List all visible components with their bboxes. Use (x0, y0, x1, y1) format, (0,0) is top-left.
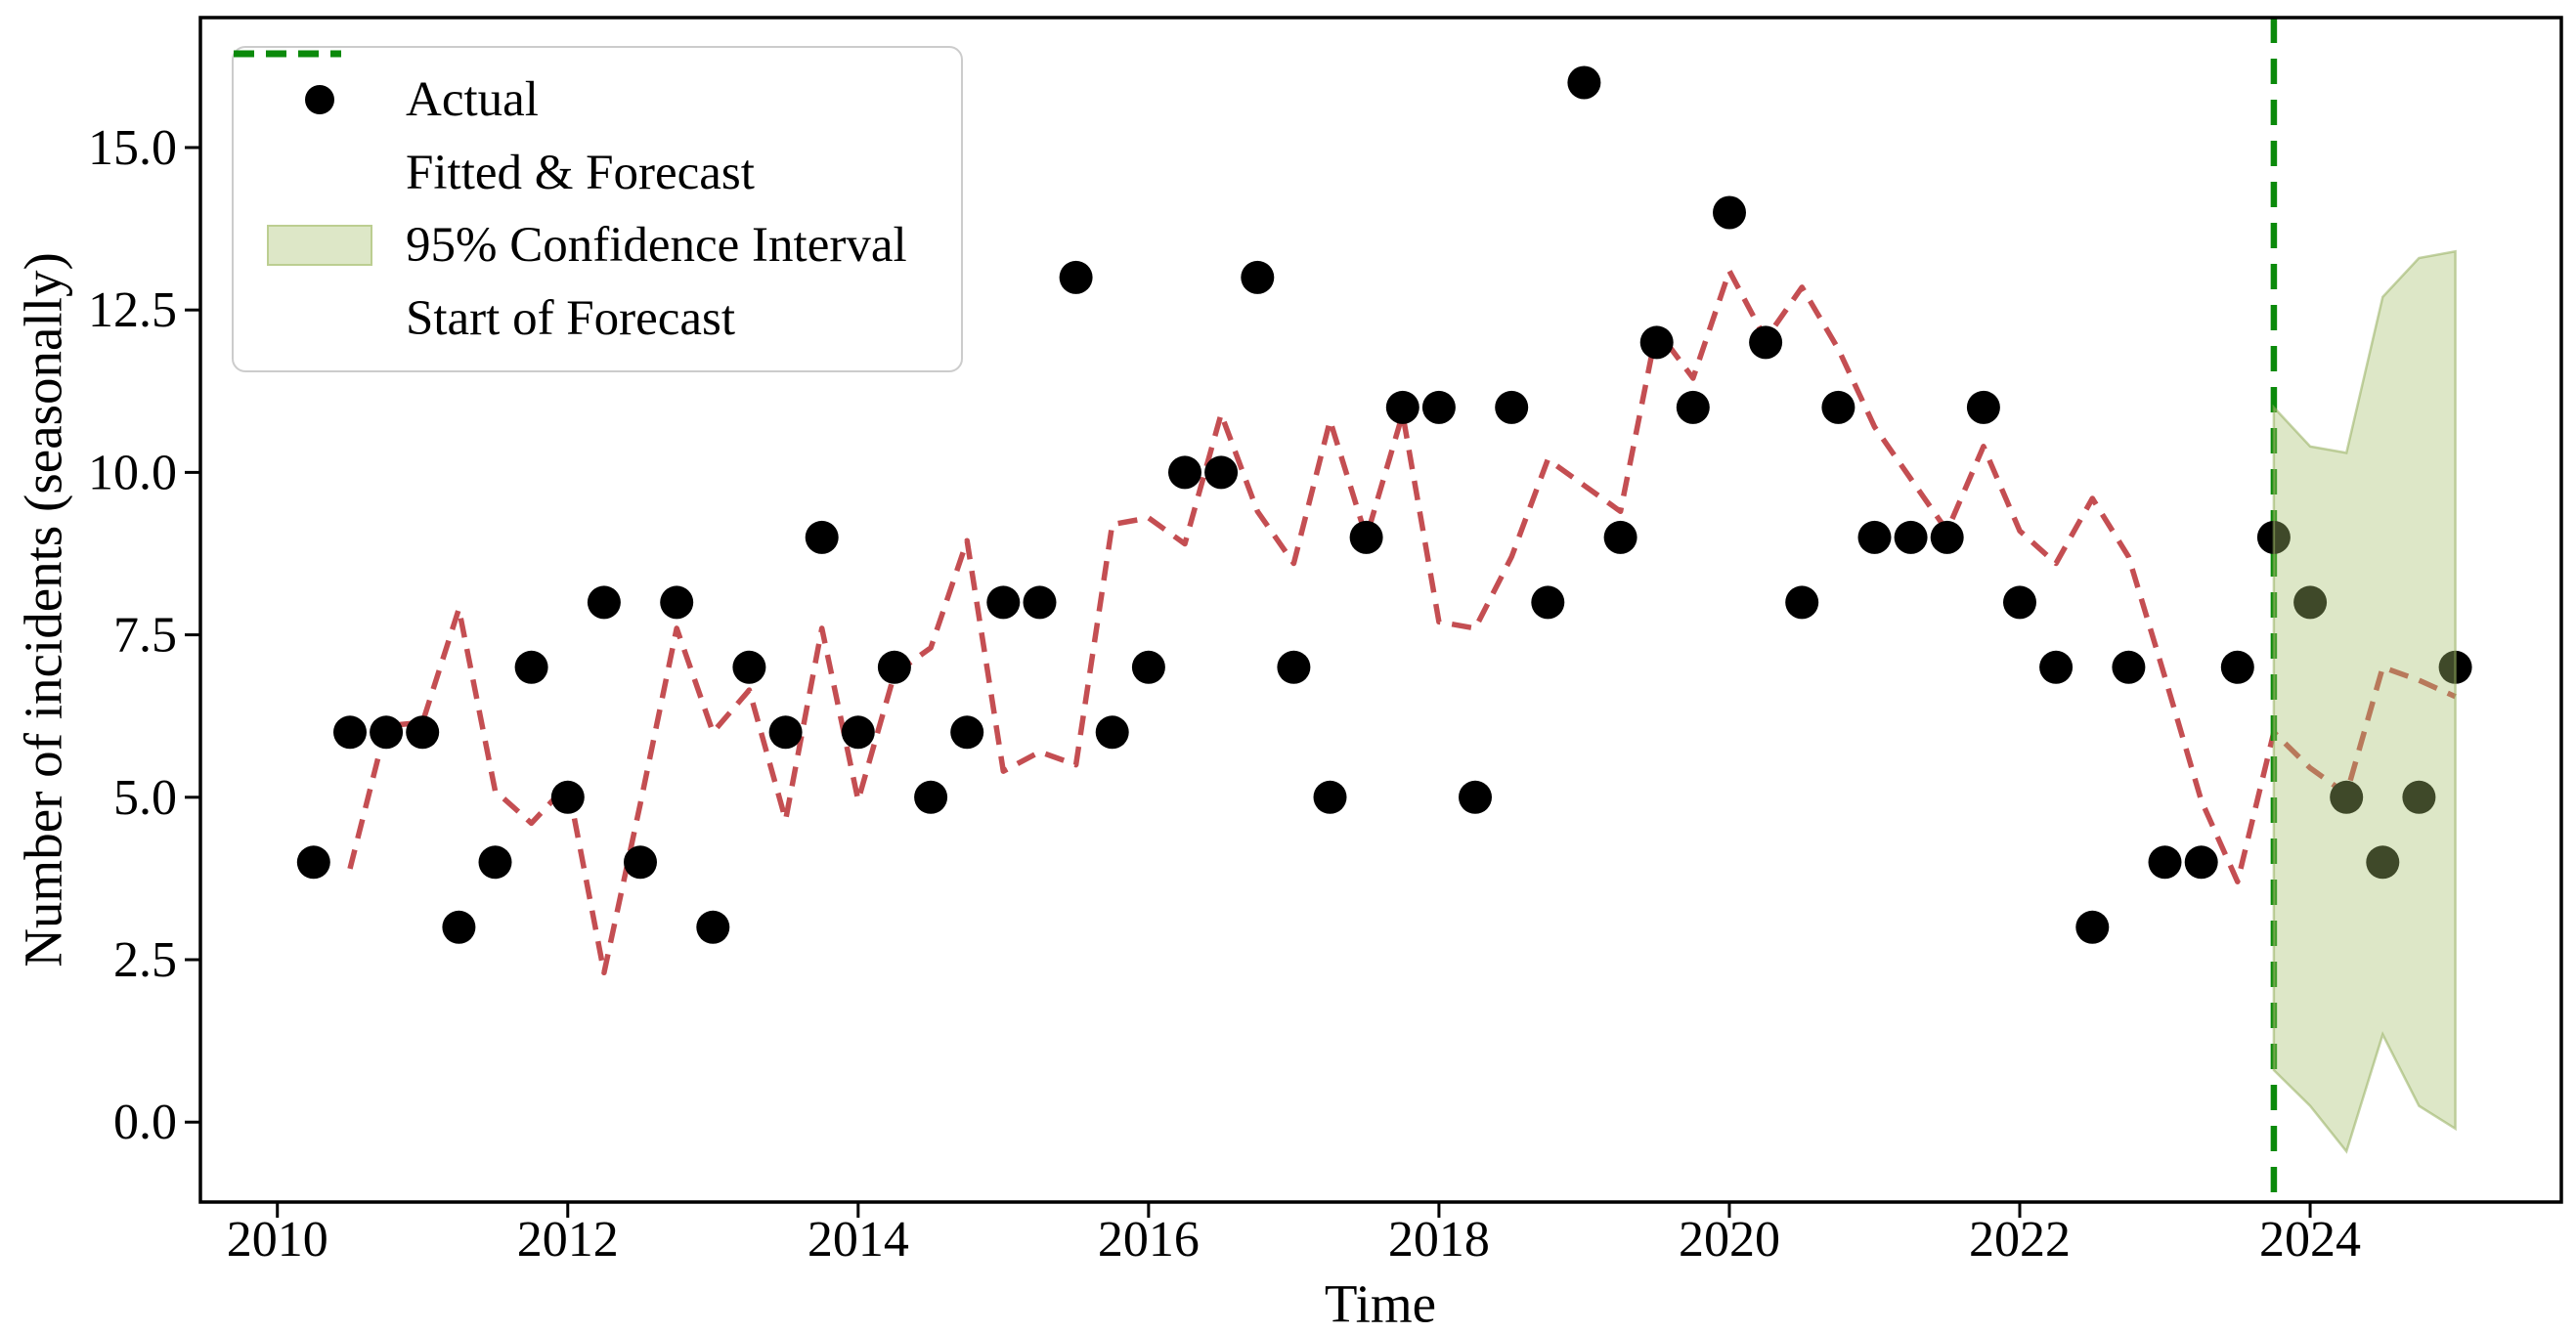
black-dot-icon (234, 85, 406, 115)
actual-point (1821, 390, 1856, 424)
actual-point (1894, 520, 1928, 554)
legend-item-confidence-interval: 95% Confidence Interval (234, 217, 961, 274)
actual-point (1459, 780, 1492, 814)
legend-label-actual: Actual (406, 72, 539, 128)
actual-point (1204, 455, 1239, 490)
actual-point (296, 845, 330, 880)
actual-point (1930, 520, 1964, 554)
actual-point (2148, 845, 2182, 880)
legend-item-start-of-forecast: Start of Forecast (234, 50, 961, 347)
y-tick-label: 12.5 (88, 282, 177, 338)
actual-point (1749, 325, 1783, 360)
x-tick-label: 2016 (1098, 1212, 1200, 1268)
fitted-forecast-line (347, 268, 2457, 976)
legend-item-fitted-forecast: Fitted & Forecast (234, 50, 961, 201)
actual-point (2293, 585, 2328, 620)
actual-point (805, 520, 839, 554)
actual-point (1277, 650, 1311, 684)
actual-point (732, 650, 766, 684)
actual-point (1603, 520, 1637, 554)
actual-point (2112, 650, 2146, 684)
actual-point (1531, 585, 1565, 620)
legend-label-start-of-forecast: Start of Forecast (406, 290, 736, 346)
actual-point (370, 715, 404, 750)
x-tick-label: 2012 (517, 1212, 619, 1268)
actual-point (1023, 585, 1057, 620)
y-tick-label: 2.5 (113, 932, 177, 988)
actual-point (914, 780, 948, 814)
y-tick-label: 15.0 (88, 120, 177, 176)
actual-point (1713, 195, 1746, 230)
actual-point (2003, 585, 2036, 620)
actual-point (1421, 390, 1456, 424)
actual-point (587, 585, 621, 620)
y-tick-label: 0.0 (113, 1095, 177, 1150)
actual-point (406, 715, 440, 750)
actual-point (841, 715, 875, 750)
actual-point (478, 845, 512, 880)
y-tick-label: 5.0 (113, 770, 177, 826)
actual-point (1385, 390, 1419, 424)
actual-point (333, 715, 367, 750)
actual-point (1495, 390, 1529, 424)
x-tick-label: 2014 (808, 1212, 909, 1268)
x-axis-label: Time (1324, 1273, 1437, 1333)
x-tick-label: 2018 (1388, 1212, 1490, 1268)
y-axis-label: Number of incidents (seasonally) (13, 252, 73, 968)
actual-point (877, 650, 911, 684)
actual-point (514, 650, 548, 684)
actual-point (1676, 390, 1710, 424)
actual-point (2184, 845, 2218, 880)
actual-point (1966, 390, 2000, 424)
actual-point (2366, 845, 2400, 880)
x-tick-label: 2010 (227, 1212, 328, 1268)
legend-item-actual: Actual (234, 71, 961, 128)
actual-point (2402, 780, 2436, 814)
actual-point (442, 910, 476, 944)
actual-point (2075, 910, 2110, 944)
actual-point (768, 715, 803, 750)
actual-point (1567, 65, 1601, 100)
legend-label-confidence-interval: 95% Confidence Interval (406, 218, 907, 274)
confidence-band (2272, 249, 2457, 1154)
actual-point (1168, 455, 1201, 490)
actual-point (1131, 650, 1165, 684)
legend: Actual Fitted & Forecast 95% Confidence … (232, 46, 963, 372)
actual-point (550, 780, 585, 814)
x-tick-label: 2024 (2259, 1212, 2361, 1268)
actual-point (2220, 650, 2254, 684)
green-band-swatch-icon (234, 225, 406, 267)
x-tick-label: 2022 (1969, 1212, 2071, 1268)
x-tick-label: 2020 (1679, 1212, 1780, 1268)
actual-point (1639, 325, 1674, 360)
actual-point (2039, 650, 2074, 684)
actual-point (1349, 520, 1383, 554)
actual-point (986, 585, 1021, 620)
actual-point (1059, 260, 1093, 294)
actual-point (950, 715, 984, 750)
actual-point (1857, 520, 1892, 554)
actual-point (696, 910, 730, 944)
actual-point (1095, 715, 1129, 750)
actual-point (1313, 780, 1347, 814)
actual-point (2330, 780, 2364, 814)
actual-point (624, 845, 657, 880)
legend-label-fitted-forecast: Fitted & Forecast (406, 145, 755, 200)
actual-point (1785, 585, 1819, 620)
y-tick-label: 10.0 (88, 445, 177, 500)
actual-point (660, 585, 694, 620)
plot-frame (198, 16, 2563, 1204)
actual-point (1241, 260, 1275, 294)
y-tick-label: 7.5 (113, 608, 177, 664)
